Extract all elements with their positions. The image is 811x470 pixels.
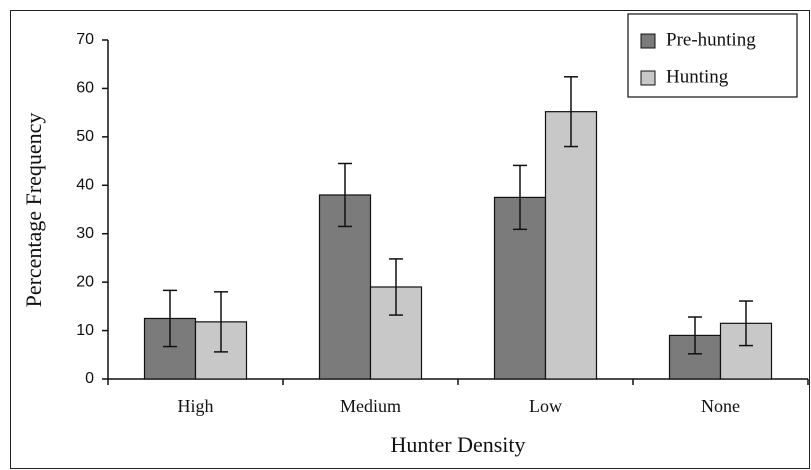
x-tick-label: High — [178, 396, 214, 416]
y-tick-label: 70 — [76, 31, 94, 48]
x-tick-label: Medium — [340, 396, 401, 416]
y-tick-label: 20 — [76, 273, 94, 290]
y-tick-label: 0 — [85, 370, 94, 387]
x-tick-label: None — [701, 396, 740, 416]
x-tick-label: Low — [529, 396, 562, 416]
legend-swatch — [640, 33, 656, 49]
y-tick-label: 30 — [76, 225, 94, 242]
y-tick-label: 10 — [76, 322, 94, 339]
x-axis-label: Hunter Density — [390, 432, 525, 457]
y-tick-label: 50 — [76, 128, 94, 145]
legend-label: Pre-hunting — [666, 29, 756, 50]
y-axis-label: Percentage Frequency — [21, 113, 46, 308]
legend-label: Hunting — [666, 66, 729, 87]
frame — [10, 10, 810, 469]
legend-swatch — [640, 70, 656, 86]
y-tick-label: 40 — [76, 177, 94, 194]
y-tick-label: 60 — [76, 80, 94, 97]
legend-box — [627, 13, 798, 98]
bar — [544, 111, 598, 380]
